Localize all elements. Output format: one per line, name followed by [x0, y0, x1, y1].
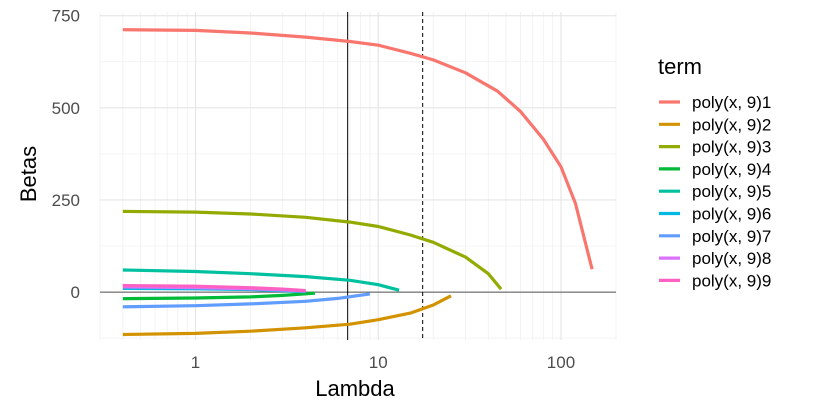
x-tick-label: 10 — [369, 353, 388, 372]
y-axis-title: Betas — [16, 146, 41, 202]
series-line — [122, 268, 400, 292]
y-tick-label: 500 — [52, 99, 80, 118]
series-line — [122, 292, 371, 309]
series-line — [122, 283, 306, 293]
y-tick-labels: 0 250 500 750 — [52, 7, 80, 302]
y-tick-label: 750 — [52, 7, 80, 26]
legend-label: poly(x, 9)4 — [692, 160, 771, 179]
legend-label: poly(x, 9)6 — [692, 205, 771, 224]
legend-label: poly(x, 9)3 — [692, 138, 771, 157]
y-tick-label: 250 — [52, 191, 80, 210]
y-tick-label: 0 — [71, 283, 80, 302]
series-line — [122, 294, 452, 337]
x-tick-label: 1 — [191, 353, 200, 372]
legend-title: term — [658, 54, 702, 79]
legend-label: poly(x, 9)9 — [692, 271, 771, 290]
legend-label: poly(x, 9)1 — [692, 93, 771, 112]
legend-label: poly(x, 9)8 — [692, 249, 771, 268]
reference-lines — [100, 12, 616, 340]
series-line — [122, 209, 503, 291]
legend-label: poly(x, 9)7 — [692, 227, 771, 246]
x-tick-label: 100 — [547, 353, 575, 372]
x-axis-title: Lambda — [315, 376, 395, 401]
legend-label: poly(x, 9)2 — [692, 115, 771, 134]
series-line — [122, 291, 316, 301]
series-line — [122, 28, 594, 270]
legend-label: poly(x, 9)5 — [692, 182, 771, 201]
series-lines — [122, 28, 594, 337]
legend: term poly(x, 9)1 poly(x, 9)2 poly(x, 9)3 po… — [658, 54, 771, 290]
x-tick-labels: 1 10 100 — [191, 353, 575, 372]
grid — [99, 12, 617, 340]
